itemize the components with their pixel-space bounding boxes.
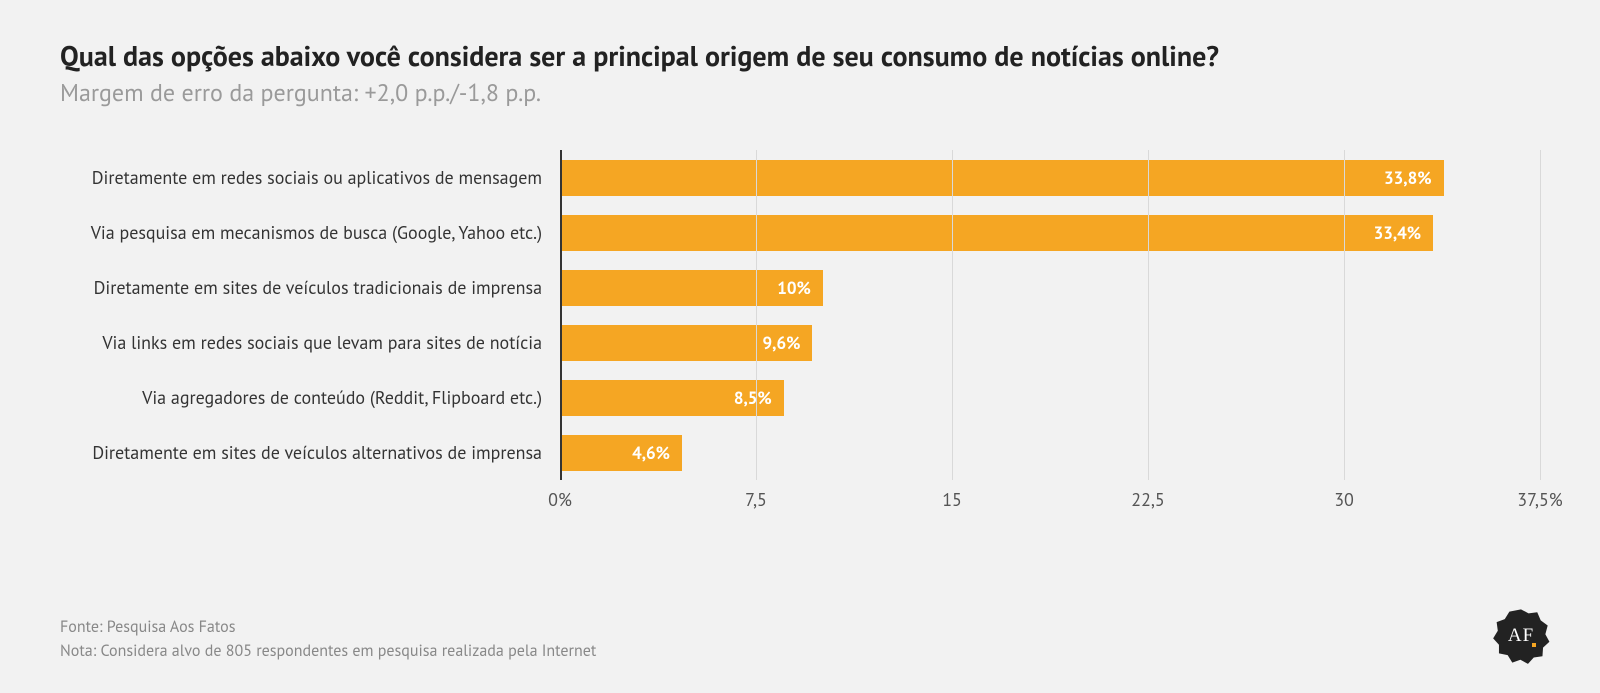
category-label: Diretamente em sites de veículos tradici… xyxy=(60,278,560,298)
note-text: Nota: Considera alvo de 805 respondentes… xyxy=(60,639,596,663)
category-label: Diretamente em redes sociais ou aplicati… xyxy=(60,168,560,188)
bar-value-label: 33,8% xyxy=(1384,167,1431,189)
bar-slot: 33,4% xyxy=(562,215,1540,251)
bar: 8,5% xyxy=(562,380,784,416)
x-tick-label: 15 xyxy=(942,488,962,511)
plot-area: 33,8%33,4%10%9,6%8,5%4,6% 0%7,51522,5303… xyxy=(560,150,1540,480)
gridline xyxy=(1540,150,1541,480)
gridline xyxy=(756,150,757,480)
x-tick-label: 30 xyxy=(1334,488,1354,511)
bar: 4,6% xyxy=(562,435,682,471)
bar-value-label: 10% xyxy=(777,277,811,299)
source-text: Fonte: Pesquisa Aos Fatos xyxy=(60,615,596,639)
bar-slot: 9,6% xyxy=(562,325,1540,361)
bar-value-label: 9,6% xyxy=(763,332,801,354)
gridline xyxy=(1344,150,1345,480)
bar: 9,6% xyxy=(562,325,812,361)
bar-slot: 10% xyxy=(562,270,1540,306)
x-tick-label: 37,5% xyxy=(1517,488,1562,511)
category-label: Via pesquisa em mecanismos de busca (Goo… xyxy=(60,223,560,243)
bar-slot: 8,5% xyxy=(562,380,1540,416)
bar-value-label: 33,4% xyxy=(1374,222,1421,244)
gridline xyxy=(952,150,953,480)
category-label: Via links em redes sociais que levam par… xyxy=(60,333,560,353)
bar-slot: 4,6% xyxy=(562,435,1540,471)
x-tick-label: 0% xyxy=(548,488,572,511)
gridline xyxy=(1148,150,1149,480)
bar-slot: 33,8% xyxy=(562,160,1540,196)
bar-value-label: 8,5% xyxy=(734,387,772,409)
chart-footer: Fonte: Pesquisa Aos Fatos Nota: Consider… xyxy=(60,615,596,663)
chart-title: Qual das opções abaixo você considera se… xyxy=(60,38,1540,73)
logo-text: AF xyxy=(1492,607,1550,665)
chart-header: Qual das opções abaixo você considera se… xyxy=(0,0,1600,108)
chart-subtitle: Margem de erro da pergunta: +2,0 p.p./-1… xyxy=(60,77,1540,108)
bars-container: 33,8% 33,4% 10% 9,6% 8,5% 4,6% xyxy=(562,150,1540,480)
bar: 10% xyxy=(562,270,823,306)
x-tick-label: 22,5 xyxy=(1131,488,1164,511)
brand-logo: AF xyxy=(1492,607,1550,665)
bar: 33,8% xyxy=(562,160,1444,196)
y-axis-labels: Diretamente em redes sociais ou aplicati… xyxy=(60,150,560,480)
chart: Diretamente em redes sociais ou aplicati… xyxy=(60,150,1540,510)
category-label: Diretamente em sites de veículos alterna… xyxy=(60,443,560,463)
bar: 33,4% xyxy=(562,215,1433,251)
x-tick-label: 7,5 xyxy=(745,488,767,511)
category-label: Via agregadores de conteúdo (Reddit, Fli… xyxy=(60,388,560,408)
bar-value-label: 4,6% xyxy=(632,442,670,464)
logo-accent-dot xyxy=(1532,643,1536,647)
